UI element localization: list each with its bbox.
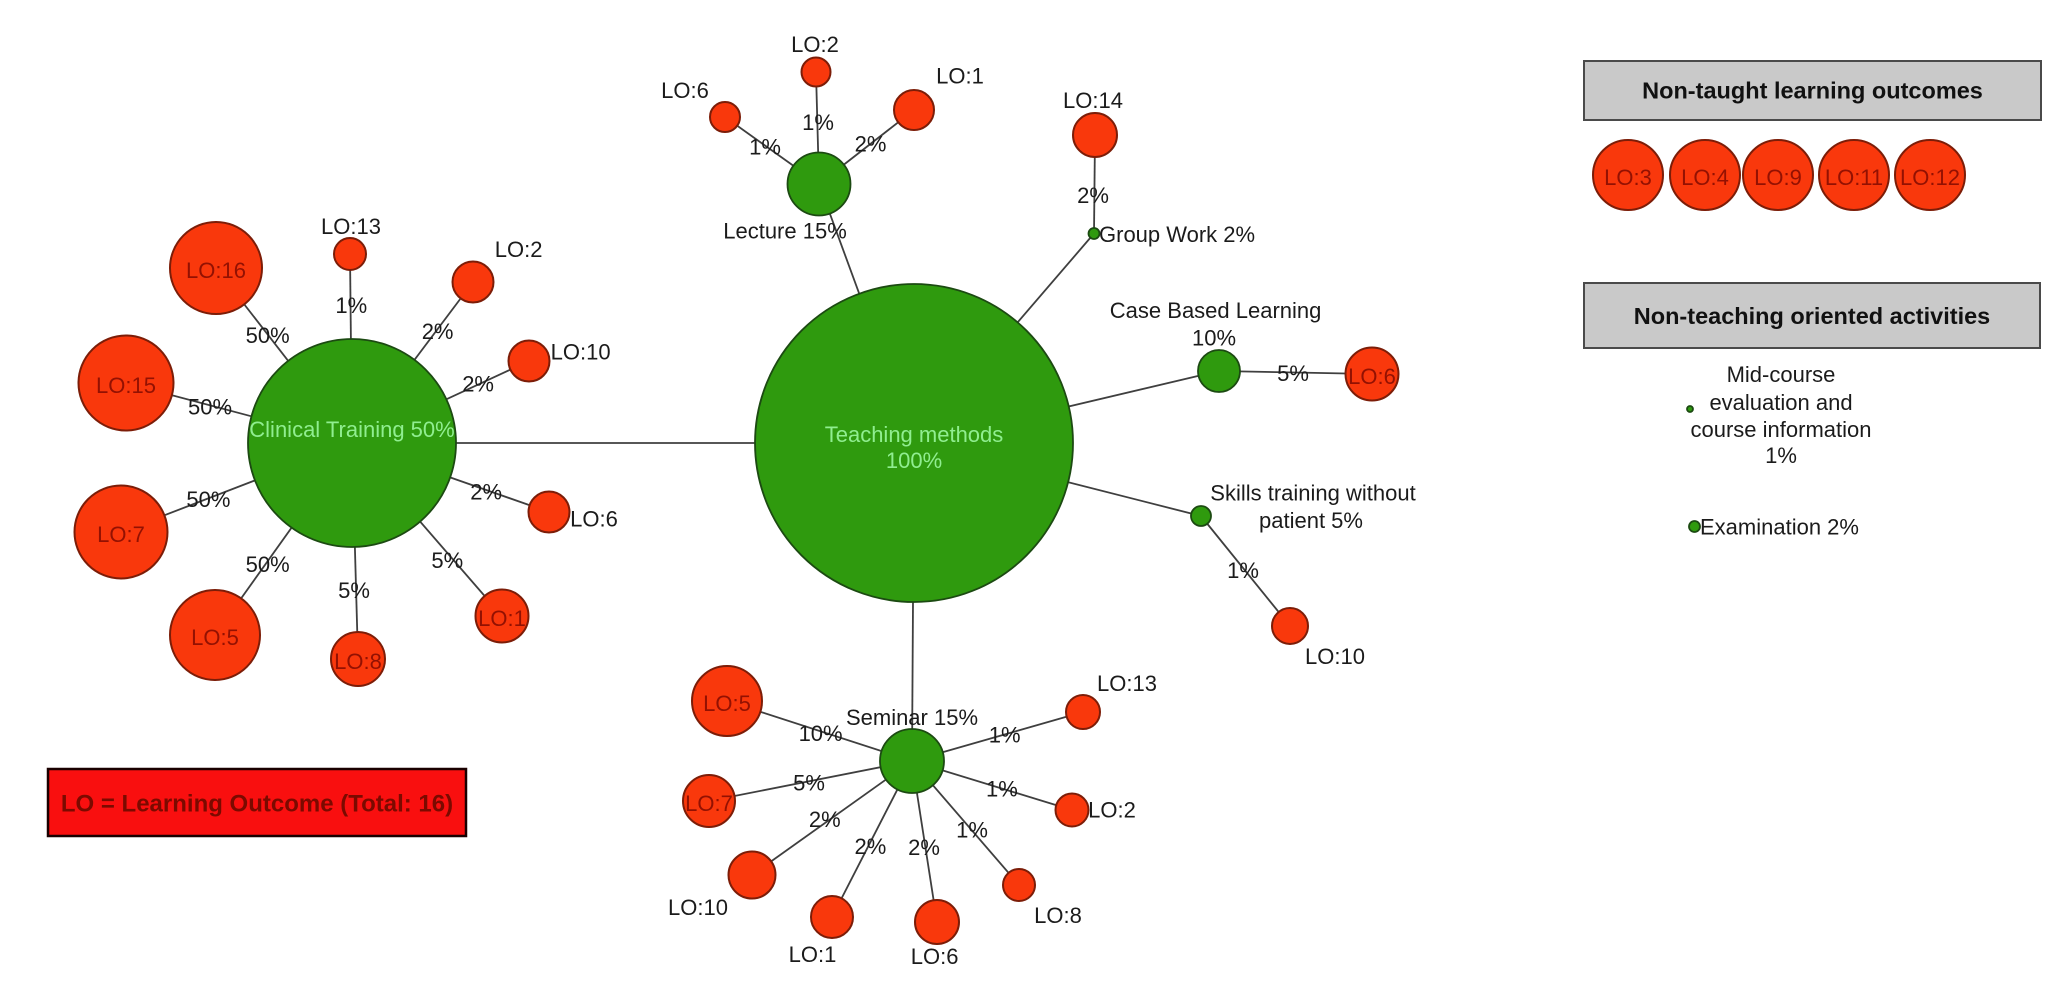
svg-text:LO:5: LO:5	[703, 691, 751, 716]
svg-text:LO:8: LO:8	[1034, 903, 1082, 928]
svg-text:1%: 1%	[986, 776, 1018, 801]
svg-text:1%: 1%	[749, 134, 781, 159]
svg-text:Clinical Training 50%: Clinical Training 50%	[249, 417, 454, 442]
svg-text:LO:3: LO:3	[1604, 165, 1652, 190]
svg-text:LO:1: LO:1	[789, 942, 837, 967]
svg-text:LO:10: LO:10	[551, 339, 611, 364]
svg-text:Teaching methods: Teaching methods	[825, 422, 1004, 447]
svg-text:LO = Learning Outcome (Total:: LO = Learning Outcome (Total: 16)	[61, 791, 453, 818]
svg-text:2%: 2%	[908, 835, 940, 860]
svg-text:50%: 50%	[186, 487, 230, 512]
svg-text:2%: 2%	[422, 319, 454, 344]
svg-text:LO:6: LO:6	[570, 507, 618, 532]
svg-text:LO:4: LO:4	[1681, 165, 1729, 190]
svg-text:Group Work 2%: Group Work 2%	[1099, 222, 1255, 247]
svg-text:LO:15: LO:15	[96, 373, 156, 398]
svg-text:LO:2: LO:2	[791, 32, 839, 57]
svg-text:LO:5: LO:5	[191, 625, 239, 650]
svg-text:LO:6: LO:6	[1348, 364, 1396, 389]
svg-text:LO:10: LO:10	[668, 895, 728, 920]
svg-text:LO:13: LO:13	[1097, 671, 1157, 696]
svg-text:50%: 50%	[188, 394, 232, 419]
svg-text:1%: 1%	[1765, 443, 1797, 468]
svg-text:1%: 1%	[802, 110, 834, 135]
svg-text:Mid-course: Mid-course	[1727, 362, 1836, 387]
svg-text:1%: 1%	[1227, 558, 1259, 583]
svg-text:LO:7: LO:7	[685, 791, 733, 816]
svg-text:LO:11: LO:11	[1825, 165, 1883, 190]
svg-text:5%: 5%	[793, 770, 825, 795]
svg-text:5%: 5%	[431, 548, 463, 573]
svg-text:50%: 50%	[246, 323, 290, 348]
svg-text:LO:13: LO:13	[321, 214, 381, 239]
svg-text:1%: 1%	[335, 293, 367, 318]
svg-text:50%: 50%	[246, 552, 290, 577]
svg-text:Skills training without: Skills training without	[1210, 480, 1415, 505]
svg-text:LO:9: LO:9	[1754, 165, 1802, 190]
svg-text:LO:12: LO:12	[1900, 165, 1960, 190]
svg-text:2%: 2%	[1077, 183, 1109, 208]
svg-text:LO:8: LO:8	[334, 649, 382, 674]
svg-text:LO:16: LO:16	[186, 258, 246, 283]
svg-text:LO:1: LO:1	[936, 63, 984, 88]
svg-text:Case Based Learning: Case Based Learning	[1110, 298, 1322, 323]
svg-text:1%: 1%	[956, 818, 988, 843]
svg-text:5%: 5%	[338, 578, 370, 603]
svg-text:LO:6: LO:6	[661, 78, 709, 103]
svg-text:LO:7: LO:7	[97, 522, 145, 547]
svg-text:5%: 5%	[1277, 361, 1309, 386]
svg-text:course information: course information	[1691, 417, 1872, 442]
svg-text:LO:14: LO:14	[1063, 88, 1123, 113]
svg-text:patient 5%: patient 5%	[1259, 508, 1363, 533]
svg-text:evaluation and: evaluation and	[1709, 390, 1852, 415]
svg-text:10%: 10%	[1192, 325, 1236, 350]
svg-text:LO:2: LO:2	[495, 237, 543, 262]
svg-text:LO:2: LO:2	[1088, 797, 1136, 822]
svg-text:Non-teaching oriented activiti: Non-teaching oriented activities	[1634, 303, 1990, 329]
svg-text:2%: 2%	[462, 372, 494, 397]
svg-text:Non-taught learning outcomes: Non-taught learning outcomes	[1642, 77, 1983, 103]
svg-text:100%: 100%	[886, 448, 942, 473]
svg-text:1%: 1%	[989, 723, 1021, 748]
svg-text:2%: 2%	[470, 480, 502, 505]
svg-text:LO:10: LO:10	[1305, 644, 1365, 669]
svg-text:Seminar 15%: Seminar 15%	[846, 705, 978, 730]
svg-text:2%: 2%	[855, 834, 887, 859]
svg-text:10%: 10%	[799, 721, 843, 746]
svg-text:Lecture 15%: Lecture 15%	[723, 218, 847, 243]
svg-text:2%: 2%	[855, 131, 887, 156]
svg-text:LO:1: LO:1	[478, 606, 526, 631]
svg-text:2%: 2%	[809, 807, 841, 832]
svg-text:LO:6: LO:6	[911, 944, 959, 969]
svg-text:Examination 2%: Examination 2%	[1700, 514, 1859, 539]
